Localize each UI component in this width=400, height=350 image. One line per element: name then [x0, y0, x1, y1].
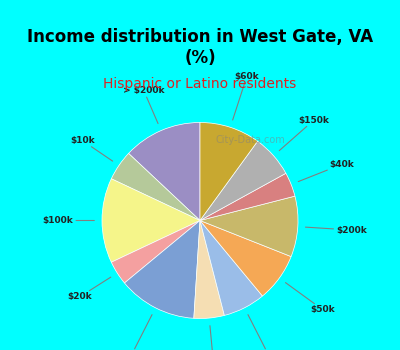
Wedge shape [124, 220, 200, 318]
Text: $10k: $10k [70, 136, 112, 161]
Text: Income distribution in West Gate, VA
(%): Income distribution in West Gate, VA (%) [27, 28, 373, 67]
Text: $60k: $60k [233, 71, 259, 120]
Wedge shape [111, 220, 200, 283]
Text: $200k: $200k [306, 225, 367, 234]
Text: $150k: $150k [279, 116, 329, 150]
Wedge shape [200, 220, 262, 315]
Text: $125k: $125k [116, 315, 152, 350]
Wedge shape [200, 173, 295, 220]
Text: $40k: $40k [298, 160, 354, 182]
Text: City-Data.com: City-Data.com [216, 135, 286, 145]
Wedge shape [200, 122, 258, 220]
Text: $100k: $100k [42, 216, 94, 225]
Wedge shape [200, 220, 291, 296]
Wedge shape [200, 196, 298, 257]
Text: Hispanic or Latino residents: Hispanic or Latino residents [103, 77, 297, 91]
Text: $20k: $20k [68, 277, 111, 301]
Text: > $200k: > $200k [123, 86, 164, 124]
Text: $50k: $50k [286, 282, 335, 314]
Wedge shape [102, 179, 200, 262]
Wedge shape [194, 220, 224, 318]
Wedge shape [111, 153, 200, 220]
Wedge shape [200, 141, 286, 220]
Text: $75k: $75k [248, 315, 281, 350]
Wedge shape [128, 122, 200, 220]
Text: $30k: $30k [202, 326, 227, 350]
